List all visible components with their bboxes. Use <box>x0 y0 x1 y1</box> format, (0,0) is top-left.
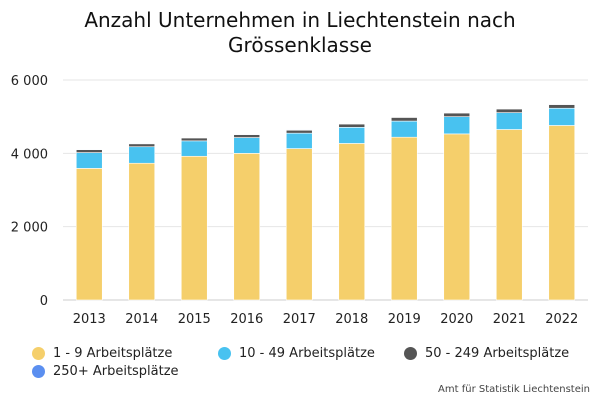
chart-title-line-1: Anzahl Unternehmen in Liechtenstein nach <box>84 8 516 32</box>
y-tick-label: 4 000 <box>11 147 48 162</box>
bar-segment-2017-series-2 <box>285 132 313 149</box>
bar-segment-2018-series-2 <box>338 127 366 144</box>
legend-item[interactable]: 10 - 49 Arbeitsplätze <box>218 346 375 361</box>
bar-segment-2022-series-3 <box>548 104 576 109</box>
bar-segment-2016-series-3 <box>233 134 261 138</box>
bar-segment-2013-series-3 <box>75 149 103 153</box>
legend-label: 50 - 249 Arbeitsplätze <box>425 346 570 361</box>
bar-segment-2019-series-1 <box>390 136 418 301</box>
x-tick-label: 2015 <box>178 312 211 327</box>
x-tick-label: 2017 <box>283 312 316 327</box>
bar-segment-2015-series-3 <box>180 137 208 142</box>
legend-swatch <box>32 365 45 378</box>
bar-segment-2021-series-2 <box>495 112 523 130</box>
y-tick-label: 0 <box>40 294 48 309</box>
bar-segment-2020-series-3 <box>443 112 471 117</box>
bar-segment-2014-series-2 <box>128 146 156 164</box>
legend-item[interactable]: 50 - 249 Arbeitsplätze <box>404 346 569 361</box>
bar-segment-2022-series-1 <box>548 125 576 301</box>
bar-segment-2018-series-1 <box>338 143 366 301</box>
bar-segment-2014-series-1 <box>128 162 156 301</box>
bar-segment-2020-series-1 <box>443 133 471 301</box>
y-tick-label: 6 000 <box>11 74 48 89</box>
x-tick-label: 2014 <box>125 312 158 327</box>
x-tick-label: 2016 <box>230 312 263 327</box>
bar-segment-2019-series-3 <box>390 117 418 122</box>
chart-title: Anzahl Unternehmen in Liechtenstein nach… <box>0 8 600 58</box>
bar-segment-2020-series-2 <box>443 116 471 135</box>
x-tick-label: 2013 <box>73 312 106 327</box>
bar-segment-2019-series-2 <box>390 120 418 138</box>
legend-label: 1 - 9 Arbeitsplätze <box>53 346 173 361</box>
bar-segment-2013-series-1 <box>75 168 103 301</box>
x-tick-label: 2018 <box>335 312 368 327</box>
legend-item[interactable]: 1 - 9 Arbeitsplätze <box>32 346 172 361</box>
bar-segment-2022-series-2 <box>548 107 576 126</box>
bar-segment-2016-series-2 <box>233 137 261 154</box>
x-tick-label: 2022 <box>545 312 578 327</box>
x-tick-label: 2019 <box>388 312 421 327</box>
legend-label: 250+ Arbeitsplätze <box>53 364 179 379</box>
bar-segment-2017-series-3 <box>285 129 313 134</box>
legend-item[interactable]: 250+ Arbeitsplätze <box>32 364 179 379</box>
legend-swatch <box>32 347 45 360</box>
legend-swatch <box>404 347 417 360</box>
bar-segment-2021-series-1 <box>495 129 523 301</box>
bar-segment-2018-series-3 <box>338 123 366 128</box>
legend-label: 10 - 49 Arbeitsplätze <box>239 346 375 361</box>
y-tick-label: 2 000 <box>11 221 48 236</box>
bar-segment-2021-series-3 <box>495 108 523 113</box>
bar-segment-2014-series-3 <box>128 143 156 148</box>
bar-segment-2015-series-1 <box>180 155 208 301</box>
legend-swatch <box>218 347 231 360</box>
x-tick-label: 2021 <box>493 312 526 327</box>
bar-segment-2013-series-2 <box>75 152 103 169</box>
bar-segment-2016-series-1 <box>233 153 261 301</box>
chart-title-line-2: Grössenklasse <box>228 33 372 57</box>
bar-segment-2015-series-2 <box>180 140 208 157</box>
bar-segment-2017-series-1 <box>285 148 313 301</box>
x-tick-label: 2020 <box>440 312 473 327</box>
credits: Amt für Statistik Liechtenstein <box>438 384 590 395</box>
